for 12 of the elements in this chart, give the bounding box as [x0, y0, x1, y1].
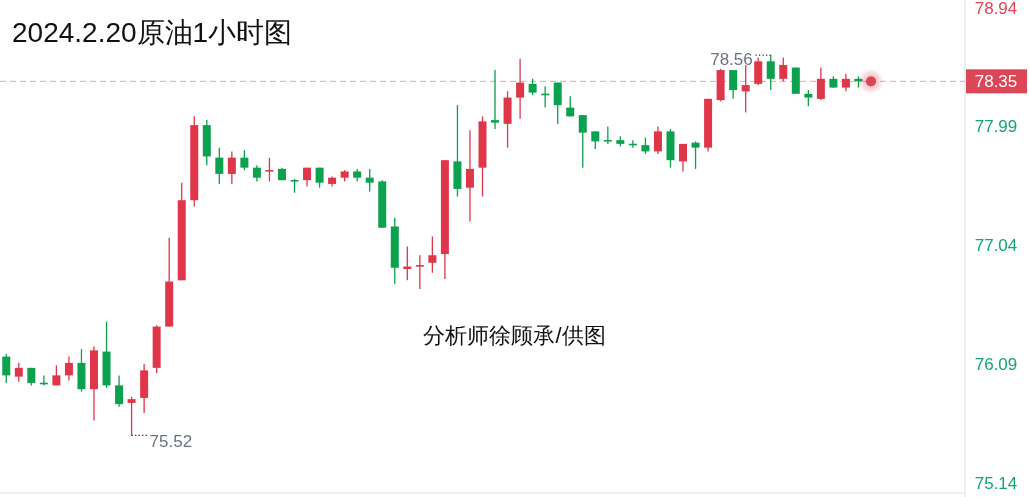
text: 2024.2.20原油1小时图 [12, 17, 293, 48]
y-tick-label: 78.94 [974, 0, 1018, 18]
annotation: 75.52 [131, 432, 193, 452]
y-tick-label: 77.04 [974, 236, 1018, 256]
annotation: 78.56 [710, 50, 772, 70]
y-tick-label: 77.99 [974, 117, 1018, 137]
y-tick-label: 75.14 [974, 473, 1018, 493]
annotation: 75.52 [149, 432, 193, 452]
y-tick-label: 76.09 [974, 355, 1018, 375]
annotation: 分析师徐顾承/供图 [423, 323, 606, 349]
ref-line-label: 78.35 [974, 72, 1018, 92]
annotation: 78.56 [710, 50, 753, 70]
